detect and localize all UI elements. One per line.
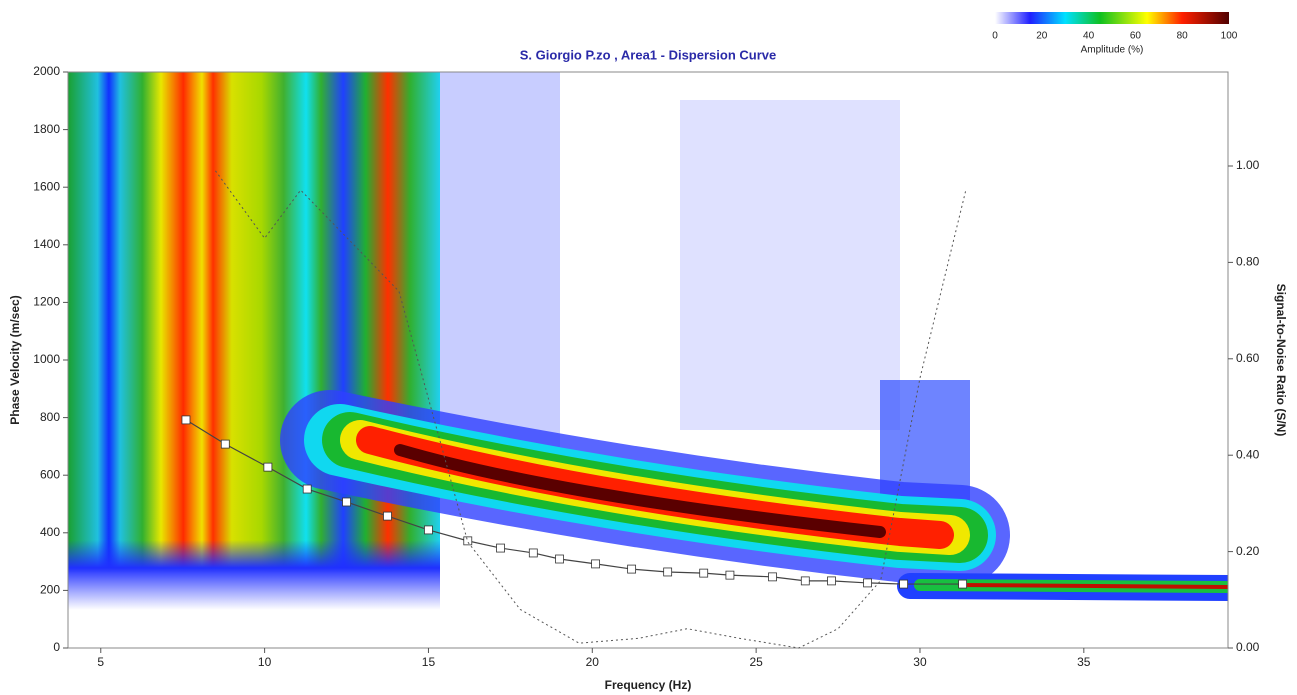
- colorbar-tick-label: 100: [1221, 31, 1238, 42]
- dispersion-point: [899, 579, 908, 589]
- y-tick-label: 0: [53, 640, 60, 654]
- y2-tick-label: 0.60: [1236, 351, 1260, 365]
- y-tick-label: 1200: [33, 295, 60, 309]
- dispersion-point: [463, 536, 473, 546]
- dispersion-point: [800, 576, 810, 586]
- chart-title: S. Giorgio P.zo , Area1 - Dispersion Cur…: [520, 47, 776, 62]
- y2-tick-label: 0.00: [1236, 640, 1260, 654]
- y2-tick-label: 1.00: [1236, 158, 1260, 172]
- y-tick-label: 600: [40, 467, 60, 481]
- y2-axis-label: Signal-to-Noise Ratio (S/N): [1274, 284, 1288, 437]
- y-tick-label: 1600: [33, 179, 60, 193]
- y-tick-label: 800: [40, 410, 60, 424]
- snr-line: [215, 170, 967, 649]
- colorbar-label: Amplitude (%): [1081, 45, 1144, 56]
- y-tick-label: 1400: [33, 237, 60, 251]
- colorbar-tick-label: 40: [1083, 31, 1095, 42]
- colorbar-tick-label: 60: [1130, 31, 1142, 42]
- dispersion-point: [827, 576, 836, 586]
- dispersion-point: [663, 567, 673, 577]
- dispersion-point: [302, 484, 312, 494]
- x-tick-label: 35: [1077, 655, 1091, 669]
- dispersion-point: [528, 548, 538, 558]
- colorbar-tick-label: 0: [992, 31, 998, 42]
- y-axis-label: Phase Velocity (m/sec): [8, 295, 22, 424]
- y-tick-label: 200: [40, 583, 60, 597]
- x-axis-label: Frequency (Hz): [605, 678, 692, 692]
- dispersion-point: [383, 511, 392, 521]
- dispersion-line: [185, 419, 963, 585]
- dispersion-point: [263, 462, 273, 472]
- amplitude-image: [68, 72, 1228, 610]
- y-tick-label: 2000: [33, 64, 60, 78]
- dispersion-point: [768, 572, 777, 582]
- dispersion-point: [555, 554, 564, 564]
- dispersion-point: [725, 570, 735, 580]
- x-tick-label: 25: [749, 655, 763, 669]
- y-tick-label: 400: [40, 525, 60, 539]
- dispersion-point: [220, 439, 230, 449]
- x-tick-label: 10: [258, 655, 272, 669]
- dispersion-point: [699, 568, 709, 578]
- dispersion-point: [181, 415, 191, 425]
- dispersion-point: [591, 559, 600, 569]
- x-tick-label: 30: [913, 655, 927, 669]
- dispersion-point: [424, 525, 433, 535]
- dispersion-point: [958, 579, 967, 589]
- x-tick-label: 20: [586, 655, 600, 669]
- colorbar-tick-label: 20: [1036, 31, 1048, 42]
- x-tick-label: 15: [422, 655, 436, 669]
- y-tick-label: 1000: [33, 352, 60, 366]
- y2-tick-label: 0.80: [1236, 255, 1260, 269]
- dispersion-point: [496, 543, 505, 553]
- dispersion-point: [342, 497, 351, 507]
- x-tick-label: 5: [97, 655, 104, 669]
- colorbar-tick-label: 80: [1177, 31, 1189, 42]
- dispersion-point: [863, 578, 872, 588]
- colorbar: [995, 12, 1229, 24]
- dispersion-point: [627, 564, 637, 574]
- y2-tick-label: 0.20: [1236, 544, 1260, 558]
- y-tick-label: 1800: [33, 122, 60, 136]
- y2-tick-label: 0.40: [1236, 447, 1260, 461]
